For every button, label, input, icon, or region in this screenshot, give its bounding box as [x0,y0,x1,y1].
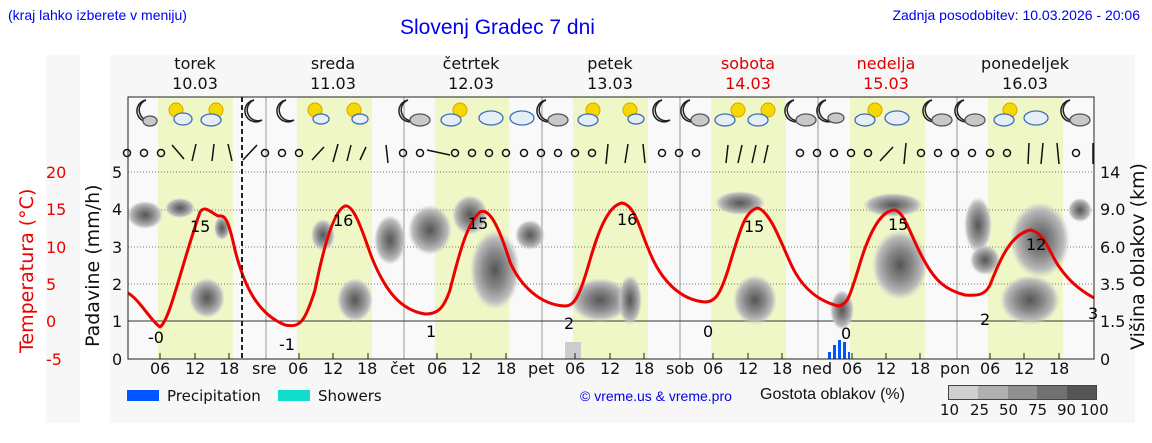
day-header-weekend: nedelja 15.03 [856,54,916,93]
temp-max-label: 15 [888,215,909,234]
wind-row [122,148,1081,158]
copyright-link[interactable]: © vreme.us & vreme.pro [580,388,732,404]
temp-min-label: -1 [279,335,295,354]
density-tick: 25 [970,401,990,419]
x-tick: 06 [565,359,586,378]
cloud-density-scale [948,385,1097,400]
temp-tick: 20 [46,163,67,182]
x-tick: 06 [703,359,724,378]
wind-barbs [171,142,1094,165]
day-header: petek 13.03 [587,54,633,93]
density-tick: 90 [1057,401,1077,419]
weather-icons-row [136,99,1091,127]
temp-tick: 15 [46,200,67,219]
density-tick: 100 [1080,401,1109,419]
precip-tick: 4 [112,200,123,219]
temp-max-label: 16 [333,211,354,230]
x-tick: 18 [219,359,240,378]
x-tick: pet [528,359,555,378]
x-tick: čet [390,359,415,378]
x-tick: 18 [634,359,655,378]
temp-axis-label: Temperatura (°C) [16,188,38,353]
temp-min-label: 0 [703,322,714,341]
cloud-height-tick: 6.0 [1100,238,1126,257]
day-header: torek 10.03 [172,54,218,93]
temperature-line [127,201,1095,329]
precipitation-swatch [127,390,159,401]
x-tick: pon [940,359,971,378]
showers-swatch [278,390,310,401]
temp-max-label: 15 [744,217,765,236]
cloud-height-tick: 14 [1100,163,1121,182]
temp-min-label: 3 [1088,304,1099,323]
temp-tick: 5 [46,275,57,294]
temp-min-label: -0 [148,328,164,347]
cloud-height-tick: 3.5 [1100,275,1126,294]
x-tick: 12 [600,359,621,378]
x-tick: 18 [772,359,793,378]
density-tick: 10 [940,401,960,419]
page-title: Slovenj Gradec 7 dni [400,16,595,39]
day-header: ponedeljek 16.03 [981,54,1069,93]
x-tick: 06 [288,359,309,378]
x-tick: 12 [738,359,759,378]
x-tick: 18 [910,359,931,378]
x-tick: 18 [357,359,378,378]
x-tick: 12 [876,359,897,378]
temp-max-label: 15 [468,214,489,233]
precip-tick: 0 [112,350,123,369]
x-tick: 06 [842,359,863,378]
x-tick: ned [802,359,833,378]
day-header: četrtek 12.03 [442,54,500,93]
x-tick: sre [252,359,277,378]
showers-legend-label: Showers [318,387,382,405]
precipitation-bars [828,340,850,359]
precip-tick: 2 [112,275,123,294]
temp-tick: 10 [46,238,67,257]
cloud-density-label: Gostota oblakov (%) [760,386,905,403]
x-tick: 12 [461,359,482,378]
cloud-height-tick: 9.0 [1100,200,1126,219]
precip-axis-label: Padavine (mm/h) [82,184,104,347]
density-tick: 75 [1028,401,1048,419]
x-tick: 12 [1014,359,1035,378]
temp-min-label: 1 [426,322,437,341]
temp-axis-panel [46,55,80,423]
x-tick: 18 [1049,359,1070,378]
precip-tick: 3 [112,238,123,257]
cloud-height-tick: 1.5 [1100,312,1126,331]
x-tick: sob [666,359,695,378]
cloud-height-axis-label: Višina oblakov (km) [1127,163,1149,350]
precipitation-legend-label: Precipitation [167,387,261,405]
day-header: sreda 11.03 [310,54,356,93]
last-update: Zadnja posodobitev: 10.03.2026 - 20:06 [892,7,1140,23]
x-tick: 12 [185,359,206,378]
temp-min-label: 2 [980,310,991,329]
temp-tick: 0 [46,312,57,331]
x-tick: 12 [323,359,344,378]
x-tick: 06 [980,359,1001,378]
density-tick: 50 [999,401,1019,419]
precip-tick: 5 [112,163,123,182]
x-tick: 18 [496,359,517,378]
temp-min-label: 0 [841,324,852,343]
x-tick: 06 [150,359,171,378]
temp-min-label: 2 [564,314,575,333]
precip-tick: 1 [112,312,123,331]
cloud-height-tick: 0 [1100,350,1111,369]
temp-tick: -5 [46,350,62,369]
day-header-weekend: sobota 14.03 [720,54,776,93]
temp-max-label: 12 [1026,235,1047,254]
temp-max-label: 15 [190,217,211,236]
temp-max-label: 16 [617,210,638,229]
region-hint[interactable]: (kraj lahko izberete v meniju) [8,7,187,23]
x-tick: 06 [427,359,448,378]
